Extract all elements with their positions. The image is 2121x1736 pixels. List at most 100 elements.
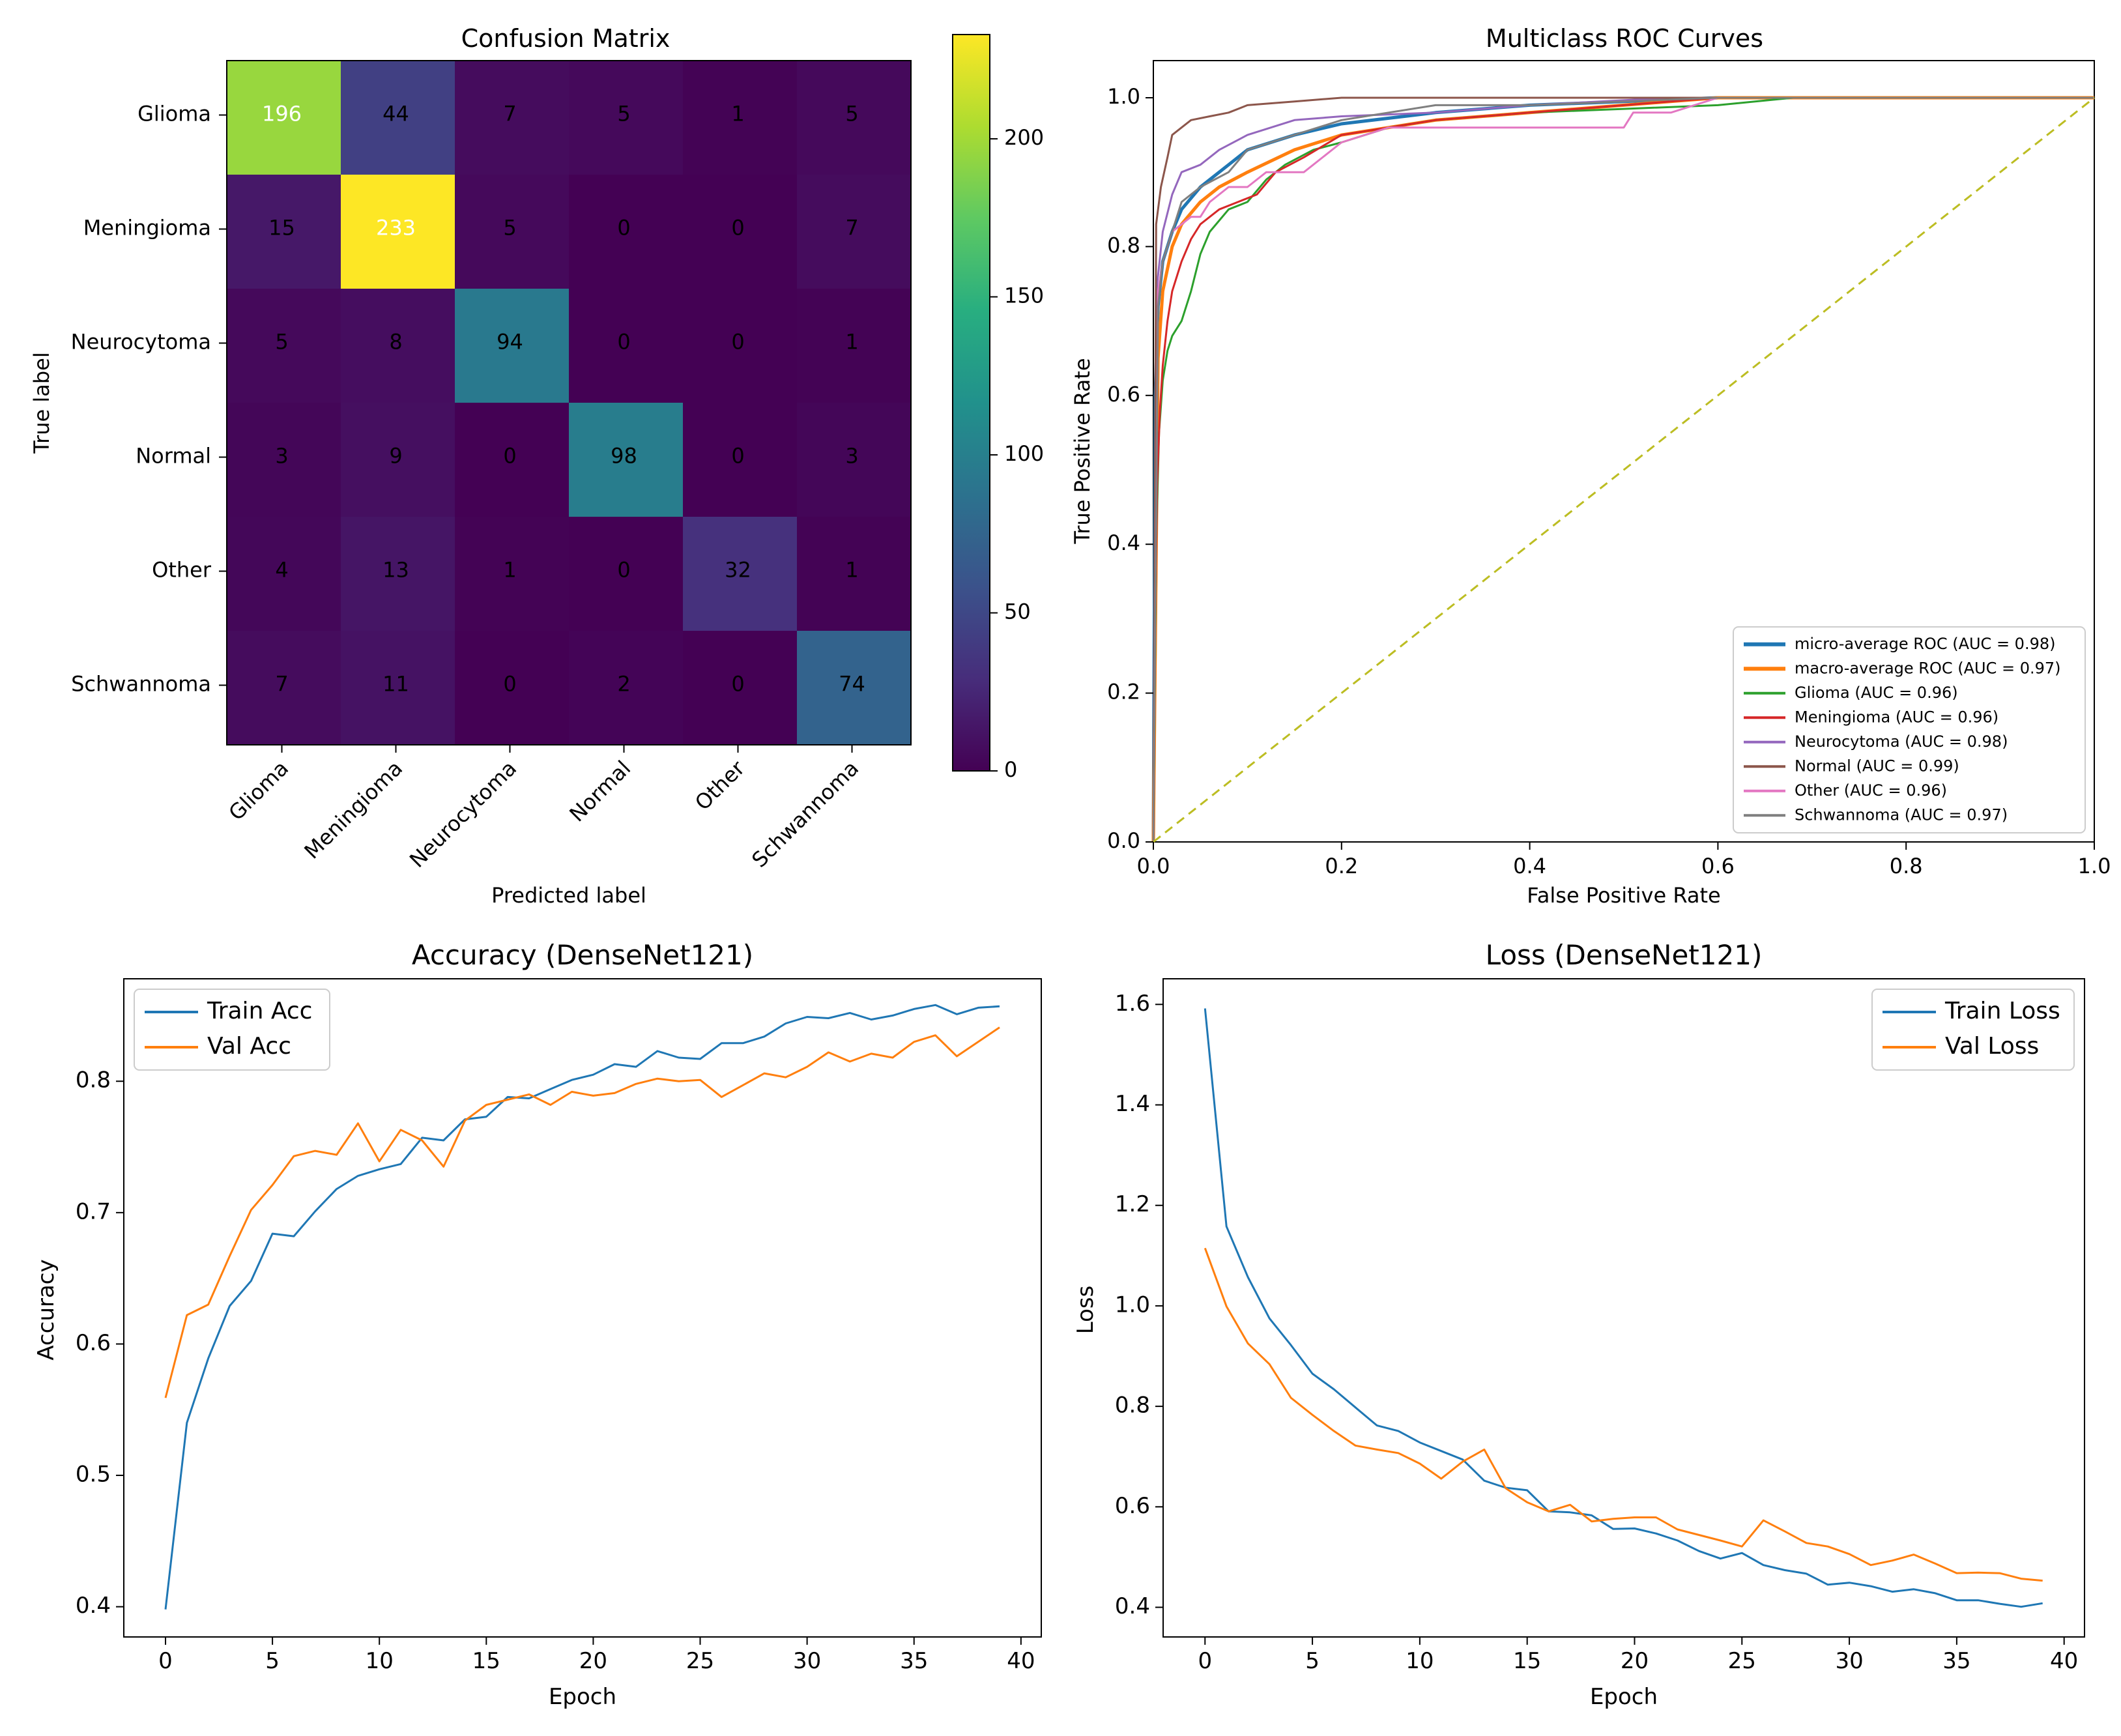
cm-cell-value: 7 xyxy=(845,216,858,240)
cm-row-label: Glioma xyxy=(137,102,211,126)
roc-y-ticks: 0.0 0.2 0.4 0.6 0.8 1.0 xyxy=(1107,84,1153,853)
cm-cell xyxy=(683,403,798,517)
x-tick-label: 20 xyxy=(1621,1648,1649,1674)
x-tick-label: 25 xyxy=(686,1648,714,1674)
cm-cell xyxy=(683,631,798,745)
cm-row-labels: Glioma Meningioma Neurocytoma Normal Other Sc… xyxy=(71,102,227,697)
loss-xlabel: Epoch xyxy=(1590,1684,1658,1710)
cm-cells xyxy=(227,61,912,745)
cm-cell xyxy=(683,289,798,403)
roc-panel: Multiclass ROC Curves 0.0 0.2 0.4 0.6 0.8 1.0… xyxy=(1070,24,2111,908)
series-line xyxy=(1152,96,2094,843)
legend-label: Schwannoma (AUC = 0.97) xyxy=(1795,805,2008,824)
cm-cell xyxy=(455,289,570,403)
cm-row-label: Neurocytoma xyxy=(71,330,211,354)
cm-cell-value: 7 xyxy=(503,102,516,126)
x-tick-label: 40 xyxy=(2050,1648,2078,1674)
y-tick-label: 1.0 xyxy=(1107,84,1140,109)
series-line xyxy=(1152,96,2094,843)
cm-colorbar-tick-label: 100 xyxy=(1004,441,1044,466)
cm-cell xyxy=(797,631,912,745)
roc-ylabel: True Positive Rate xyxy=(1070,358,1095,544)
y-tick-label: 1.2 xyxy=(1115,1191,1150,1217)
legend-label: Train Loss xyxy=(1944,998,2060,1024)
legend-label: Train Acc xyxy=(207,998,312,1024)
y-tick-label: 0.6 xyxy=(1107,382,1140,407)
x-tick-label: 0.8 xyxy=(1890,854,1923,878)
cm-cell-value: 1 xyxy=(503,558,516,583)
cm-cell-value: 5 xyxy=(845,102,858,126)
legend-label: Val Acc xyxy=(207,1033,291,1060)
cm-cell-value: 1 xyxy=(731,102,744,126)
cm-column-label: Glioma xyxy=(224,756,293,826)
cm-column-label: Meningioma xyxy=(299,756,407,864)
x-tick-label: 0.4 xyxy=(1513,854,1546,878)
x-tick-label: 0 xyxy=(1198,1648,1212,1674)
cm-values: 196 44 7 5 1 515 233 5 0 0 75 8 94 0 0 13 9 0 98 0 34 13 1 0 32 1… xyxy=(262,102,865,697)
cm-cell-value: 0 xyxy=(617,216,630,240)
cm-cell-value: 8 xyxy=(389,330,402,354)
cm-cell xyxy=(455,61,570,175)
cm-cell xyxy=(341,289,455,403)
y-tick-label: 0.8 xyxy=(1115,1393,1150,1419)
series-line xyxy=(1152,96,2094,843)
series-line xyxy=(1204,1247,2043,1582)
cm-cell xyxy=(569,631,684,745)
cm-cell-value: 0 xyxy=(731,330,744,354)
cm-cell-value: 0 xyxy=(731,672,744,697)
cm-cell xyxy=(341,403,455,517)
cm-cell xyxy=(569,517,684,631)
x-tick-label: 0.0 xyxy=(1137,854,1170,878)
x-tick-label: 5 xyxy=(1305,1648,1320,1674)
cm-column-label: Other xyxy=(690,755,750,815)
cm-cell-value: 44 xyxy=(382,102,409,126)
loss-lines xyxy=(1204,1008,2043,1608)
series-line xyxy=(1152,96,2094,843)
y-tick-label: 0.0 xyxy=(1107,828,1140,853)
cm-cell-value: 1 xyxy=(845,330,858,354)
cm-cell xyxy=(797,517,912,631)
x-tick-label: 25 xyxy=(1728,1648,1756,1674)
cm-cell-value: 0 xyxy=(617,558,630,583)
cm-cell xyxy=(797,403,912,517)
cm-cell-value: 5 xyxy=(617,102,630,126)
chance-line xyxy=(1153,96,2095,843)
x-tick-label: 10 xyxy=(1406,1648,1434,1674)
cm-cell-value: 233 xyxy=(376,216,416,240)
cm-cell-value: 5 xyxy=(503,216,516,240)
x-tick-label: 30 xyxy=(1835,1648,1863,1674)
x-tick-label: 35 xyxy=(900,1648,928,1674)
cm-cell xyxy=(797,61,912,175)
cm-colorbar-tick-label: 150 xyxy=(1004,283,1044,308)
cm-row-label: Schwannoma xyxy=(71,672,211,697)
x-tick-label: 5 xyxy=(265,1648,280,1674)
acc-ylabel: Accuracy xyxy=(33,1259,59,1360)
cm-cell xyxy=(227,175,341,289)
cm-cell-value: 11 xyxy=(382,672,409,697)
accuracy-lines xyxy=(164,1004,1000,1610)
accuracy-x-ticks: 0 5 10 15 20 25 30 35 40 xyxy=(158,1637,1035,1674)
x-tick-label: 0 xyxy=(158,1648,173,1674)
accuracy-y-ticks: 0.4 0.5 0.6 0.7 0.8 xyxy=(76,1067,124,1619)
cm-cell xyxy=(569,289,684,403)
roc-title: Multiclass ROC Curves xyxy=(1486,24,1763,53)
y-tick-label: 1.0 xyxy=(1115,1292,1150,1318)
cm-cell xyxy=(683,175,798,289)
x-tick-label: 20 xyxy=(579,1648,607,1674)
cm-cell xyxy=(227,631,341,745)
y-tick-label: 0.4 xyxy=(1115,1593,1150,1619)
legend-box xyxy=(1871,989,2075,1071)
cm-cell-value: 2 xyxy=(617,672,630,697)
x-tick-label: 0.2 xyxy=(1325,854,1358,878)
cm-frame xyxy=(226,60,912,745)
roc-lines xyxy=(1151,96,2095,843)
cm-cell xyxy=(341,175,455,289)
legend-label: Meningioma (AUC = 0.96) xyxy=(1795,708,1998,726)
cm-column-label: Normal xyxy=(564,756,635,827)
cm-cell-value: 32 xyxy=(725,558,751,583)
roc-xlabel: False Positive Rate xyxy=(1527,883,1720,908)
accuracy-panel: Accuracy (DenseNet121) 0 5 10 15 20 25 30 35 40 … xyxy=(33,939,1042,1710)
cm-cell xyxy=(683,517,798,631)
